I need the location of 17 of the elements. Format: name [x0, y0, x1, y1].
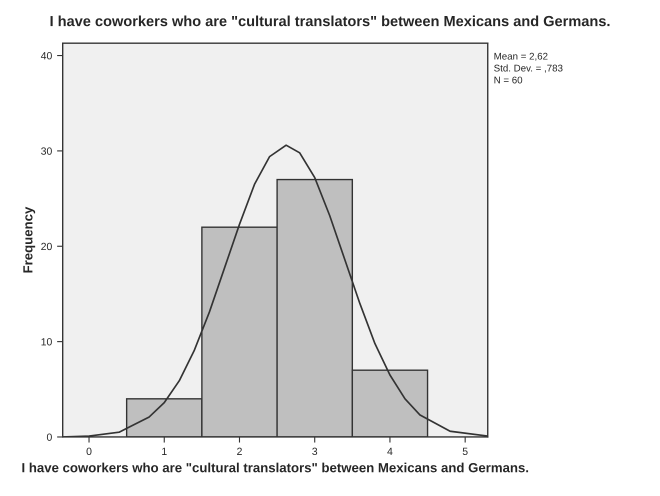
x-tick-label: 2: [237, 448, 242, 455]
y-axis-title: Frequency: [23, 206, 36, 273]
y-tick-label: 10: [41, 338, 52, 346]
y-tick-label: 30: [41, 147, 52, 155]
text: N = 60: [494, 76, 522, 84]
x-tick-label: 0: [86, 448, 92, 456]
x-tick-label: 5: [462, 448, 468, 456]
x-tick-label: 3: [312, 448, 318, 456]
y-tick-label: 20: [41, 242, 52, 250]
y-tick-label: 40: [40, 52, 52, 60]
x-axis-title: I have coworkers who are "cultural translators" between Mexicans and Germans.: [22, 462, 528, 472]
x-tick-label: 4: [387, 448, 393, 455]
text: Std. Dev. = ,783: [494, 64, 563, 73]
text: Mean = 2,62: [494, 52, 548, 61]
y-tick-label: 0: [46, 433, 52, 441]
x-tick-label: 1: [162, 448, 167, 455]
chart-title: I have coworkers who are "cultural translators" between Mexicans and Germans.: [50, 16, 610, 26]
